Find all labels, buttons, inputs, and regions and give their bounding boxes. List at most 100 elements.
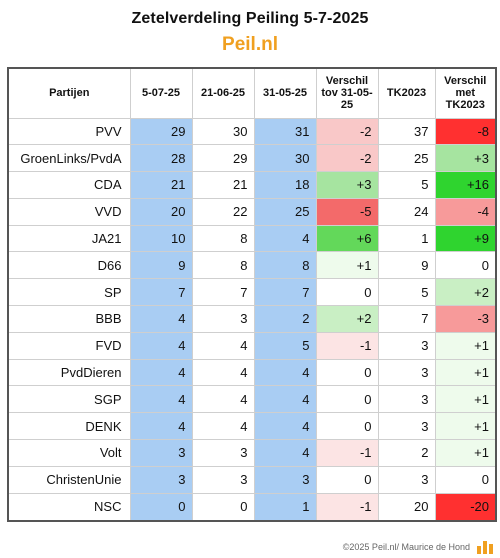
diff-31-05-25: +1	[315, 251, 379, 280]
diff-tk2023: -4	[434, 197, 497, 226]
col-header-diff-31-05-25: Verschil tov 31-05-25	[315, 67, 379, 119]
seats-31-05-25: 4	[253, 439, 317, 467]
seats-5-07-25: 28	[129, 144, 193, 173]
diff-31-05-25: -1	[315, 331, 379, 360]
seats-tk2023: 5	[377, 278, 436, 307]
table-body: PVV 29 30 31 -2 37 -8 GroenLinks/PvdA 28 29 30 -2 25…	[7, 117, 497, 522]
seats-31-05-25: 8	[253, 251, 317, 280]
diff-tk2023: -20	[434, 492, 497, 522]
diff-31-05-25: -1	[315, 492, 379, 522]
seats-21-06-25: 4	[191, 385, 255, 414]
seats-21-06-25: 4	[191, 412, 255, 441]
table-row: D66 9 8 8 +1 9 0	[7, 251, 497, 280]
col-header-21-06-25: 21-06-25	[191, 67, 255, 119]
party-name: BBB	[7, 305, 131, 333]
seats-31-05-25: 2	[253, 305, 317, 333]
diff-31-05-25: -1	[315, 439, 379, 467]
seats-5-07-25: 4	[129, 385, 193, 414]
seats-21-06-25: 22	[191, 197, 255, 226]
seats-5-07-25: 20	[129, 197, 193, 226]
seats-tk2023: 1	[377, 224, 436, 253]
seats-tk2023: 3	[377, 412, 436, 441]
seats-31-05-25: 3	[253, 465, 317, 494]
seats-tk2023: 20	[377, 492, 436, 522]
seats-tk2023: 3	[377, 331, 436, 360]
party-name: JA21	[7, 224, 131, 253]
seats-tk2023: 3	[377, 358, 436, 387]
col-header-5-07-25: 5-07-25	[129, 67, 193, 119]
seats-31-05-25: 4	[253, 358, 317, 387]
table-row: SP 7 7 7 0 5 +2	[7, 278, 497, 307]
table-row: JA21 10 8 4 +6 1 +9	[7, 224, 497, 253]
table-row: NSC 0 0 1 -1 20 -20	[7, 492, 497, 522]
seats-tk2023: 9	[377, 251, 436, 280]
party-name: PVV	[7, 117, 131, 146]
seats-tk2023: 5	[377, 171, 436, 199]
seats-5-07-25: 9	[129, 251, 193, 280]
seats-5-07-25: 7	[129, 278, 193, 307]
seats-31-05-25: 4	[253, 385, 317, 414]
table-row: SGP 4 4 4 0 3 +1	[7, 385, 497, 414]
seats-31-05-25: 4	[253, 412, 317, 441]
diff-tk2023: +1	[434, 331, 497, 360]
header-row: Partijen 5-07-25 21-06-25 31-05-25 Versc…	[7, 67, 497, 119]
diff-tk2023: 0	[434, 465, 497, 494]
party-name: D66	[7, 251, 131, 280]
seats-5-07-25: 29	[129, 117, 193, 146]
diff-31-05-25: 0	[315, 412, 379, 441]
diff-31-05-25: 0	[315, 358, 379, 387]
seats-tk2023: 37	[377, 117, 436, 146]
table-row: PvdDieren 4 4 4 0 3 +1	[7, 358, 497, 387]
seats-21-06-25: 7	[191, 278, 255, 307]
diff-tk2023: +9	[434, 224, 497, 253]
party-name: NSC	[7, 492, 131, 522]
seats-5-07-25: 4	[129, 358, 193, 387]
party-name: PvdDieren	[7, 358, 131, 387]
seats-5-07-25: 4	[129, 305, 193, 333]
seats-21-06-25: 8	[191, 251, 255, 280]
seats-tk2023: 25	[377, 144, 436, 173]
seats-5-07-25: 0	[129, 492, 193, 522]
seats-21-06-25: 8	[191, 224, 255, 253]
diff-31-05-25: +2	[315, 305, 379, 333]
party-name: GroenLinks/PvdA	[7, 144, 131, 173]
seats-21-06-25: 29	[191, 144, 255, 173]
table-row: ChristenUnie 3 3 3 0 3 0	[7, 465, 497, 494]
seats-tk2023: 7	[377, 305, 436, 333]
seats-31-05-25: 4	[253, 224, 317, 253]
seats-31-05-25: 7	[253, 278, 317, 307]
table-row: FVD 4 4 5 -1 3 +1	[7, 331, 497, 360]
party-name: DENK	[7, 412, 131, 441]
table-row: CDA 21 21 18 +3 5 +16	[7, 171, 497, 199]
table-row: GroenLinks/PvdA 28 29 30 -2 25 +3	[7, 144, 497, 173]
table-row: PVV 29 30 31 -2 37 -8	[7, 117, 497, 146]
diff-tk2023: +3	[434, 144, 497, 173]
seats-21-06-25: 4	[191, 331, 255, 360]
seats-21-06-25: 21	[191, 171, 255, 199]
diff-tk2023: +16	[434, 171, 497, 199]
party-name: VVD	[7, 197, 131, 226]
diff-tk2023: -8	[434, 117, 497, 146]
col-header-tk2023: TK2023	[377, 67, 436, 119]
diff-31-05-25: -5	[315, 197, 379, 226]
table-row: VVD 20 22 25 -5 24 -4	[7, 197, 497, 226]
col-header-party: Partijen	[7, 67, 131, 119]
diff-31-05-25: 0	[315, 465, 379, 494]
seats-31-05-25: 5	[253, 331, 317, 360]
seats-5-07-25: 3	[129, 465, 193, 494]
diff-31-05-25: 0	[315, 385, 379, 414]
seats-tk2023: 3	[377, 385, 436, 414]
party-name: FVD	[7, 331, 131, 360]
diff-tk2023: +1	[434, 385, 497, 414]
table-row: DENK 4 4 4 0 3 +1	[7, 412, 497, 441]
diff-tk2023: +2	[434, 278, 497, 307]
col-header-diff-tk2023: Verschil met TK2023	[434, 67, 497, 119]
diff-31-05-25: +6	[315, 224, 379, 253]
seats-21-06-25: 0	[191, 492, 255, 522]
party-name: CDA	[7, 171, 131, 199]
diff-tk2023: +1	[434, 439, 497, 467]
seats-21-06-25: 3	[191, 305, 255, 333]
seats-tk2023: 3	[377, 465, 436, 494]
seats-5-07-25: 3	[129, 439, 193, 467]
seats-5-07-25: 10	[129, 224, 193, 253]
